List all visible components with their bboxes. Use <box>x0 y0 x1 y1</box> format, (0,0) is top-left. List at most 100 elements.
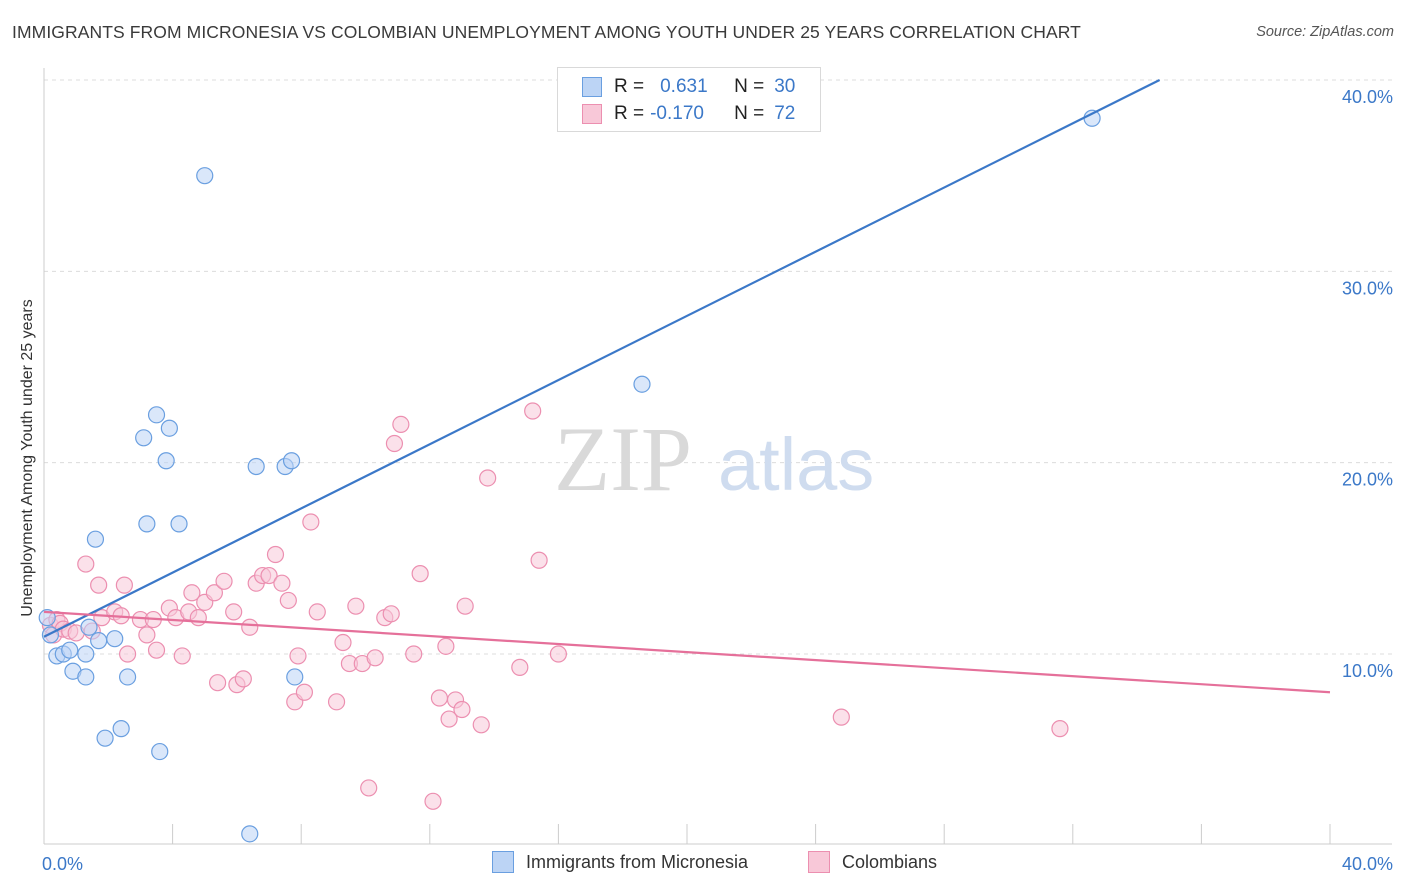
point-colombians <box>273 574 291 592</box>
point-micronesia <box>135 429 153 447</box>
point-colombians <box>209 674 227 692</box>
point-micronesia <box>41 626 60 644</box>
point-micronesia <box>157 452 175 470</box>
point-micronesia <box>118 668 137 686</box>
x-tick-label-max: 40.0% <box>1342 854 1393 874</box>
point-colombians <box>225 603 243 621</box>
point-micronesia <box>38 609 56 627</box>
watermark-zip: ZIP <box>554 408 692 510</box>
point-micronesia <box>196 167 214 185</box>
legend-n-label: N = <box>734 76 765 97</box>
point-micronesia <box>286 668 304 686</box>
point-colombians <box>479 469 497 487</box>
point-micronesia <box>112 720 130 738</box>
point-micronesia <box>61 641 79 659</box>
chart-title: IMMIGRANTS FROM MICRONESIA VS COLOMBIAN … <box>12 22 1081 42</box>
point-micronesia <box>241 825 259 843</box>
point-colombians <box>424 792 442 810</box>
point-micronesia <box>96 729 114 747</box>
point-micronesia <box>80 618 98 636</box>
point-colombians <box>189 609 207 627</box>
y-tick-label: 20.0% <box>1342 470 1393 490</box>
point-colombians <box>308 603 326 621</box>
point-micronesia <box>170 515 188 533</box>
point-micronesia <box>247 457 265 476</box>
point-colombians <box>405 645 423 663</box>
watermark: ZIP atlas <box>554 408 874 510</box>
point-colombians <box>1051 720 1069 738</box>
point-colombians <box>302 513 320 531</box>
legend-n-label: N = <box>734 103 765 124</box>
point-colombians <box>327 693 346 711</box>
bottom-legend-micronesia: Immigrants from Micronesia <box>492 851 748 873</box>
point-micronesia <box>147 406 166 424</box>
source-label: Source: ZipAtlas.com <box>1256 24 1394 40</box>
point-colombians <box>382 605 400 623</box>
point-colombians <box>530 551 548 569</box>
legend-r-label: R = <box>614 76 645 97</box>
point-colombians <box>472 716 490 734</box>
legend-r-value: -0.170 <box>650 103 704 124</box>
axes <box>43 68 1392 845</box>
point-micronesia <box>90 632 108 650</box>
y-tick-label: 30.0% <box>1342 278 1393 298</box>
point-colombians <box>289 647 307 665</box>
point-colombians <box>524 402 542 420</box>
point-colombians <box>115 576 133 594</box>
point-colombians <box>360 779 378 797</box>
point-colombians <box>118 645 137 663</box>
point-micronesia <box>138 515 156 533</box>
point-colombians <box>266 545 285 564</box>
point-micronesia <box>77 668 95 686</box>
point-colombians <box>205 584 223 602</box>
trendlines <box>43 79 1331 694</box>
point-micronesia <box>160 419 178 437</box>
bottom-legend-swatch-micronesia <box>492 851 514 873</box>
watermark-atlas: atlas <box>718 423 874 506</box>
trendline-micronesia <box>43 79 1161 638</box>
tick-labels: 10.0% 20.0% 30.0% 40.0% 0.0% 40.0% <box>42 87 1393 874</box>
point-colombians <box>392 415 410 433</box>
point-colombians <box>334 633 352 652</box>
point-colombians <box>440 710 458 728</box>
y-tick-label: 10.0% <box>1342 661 1393 681</box>
x-tick-label-min: 0.0% <box>42 854 83 874</box>
bottom-legend-colombians: Colombians <box>808 851 937 873</box>
point-colombians <box>511 658 529 676</box>
point-colombians <box>147 641 166 659</box>
point-micronesia <box>86 530 105 548</box>
point-colombians <box>234 670 252 688</box>
point-colombians <box>453 700 471 719</box>
legend-n-value: 72 <box>774 103 796 124</box>
point-micronesia <box>77 645 95 663</box>
point-colombians <box>279 591 297 610</box>
legend-row-colombians: R = -0.170 N = 72 <box>582 102 795 126</box>
legend-r-value: 0.631 <box>660 76 708 97</box>
point-colombians <box>241 618 259 636</box>
legend-swatch-micronesia <box>582 77 602 97</box>
point-colombians <box>183 584 201 602</box>
trendline-colombians <box>43 610 1331 694</box>
bottom-legend-label-colombians: Colombians <box>842 851 938 872</box>
point-micronesia <box>106 630 124 648</box>
legend-n-value: 30 <box>774 76 796 97</box>
legend-r-label: R = <box>614 103 645 124</box>
point-colombians <box>549 645 568 663</box>
point-colombians <box>456 597 474 615</box>
point-colombians <box>295 683 314 701</box>
point-colombians <box>215 572 233 590</box>
point-colombians <box>90 576 108 594</box>
legend-swatch-colombians <box>582 104 602 124</box>
point-colombians <box>260 566 278 585</box>
point-colombians <box>366 649 384 667</box>
point-colombians <box>347 597 365 615</box>
point-colombians <box>832 708 850 726</box>
gridlines <box>44 79 1392 655</box>
point-colombians <box>173 647 191 665</box>
point-colombians <box>385 434 404 453</box>
point-micronesia <box>282 452 301 470</box>
bottom-legend-label-micronesia: Immigrants from Micronesia <box>526 851 749 872</box>
point-colombians <box>77 555 95 573</box>
points-layer <box>38 109 1101 843</box>
